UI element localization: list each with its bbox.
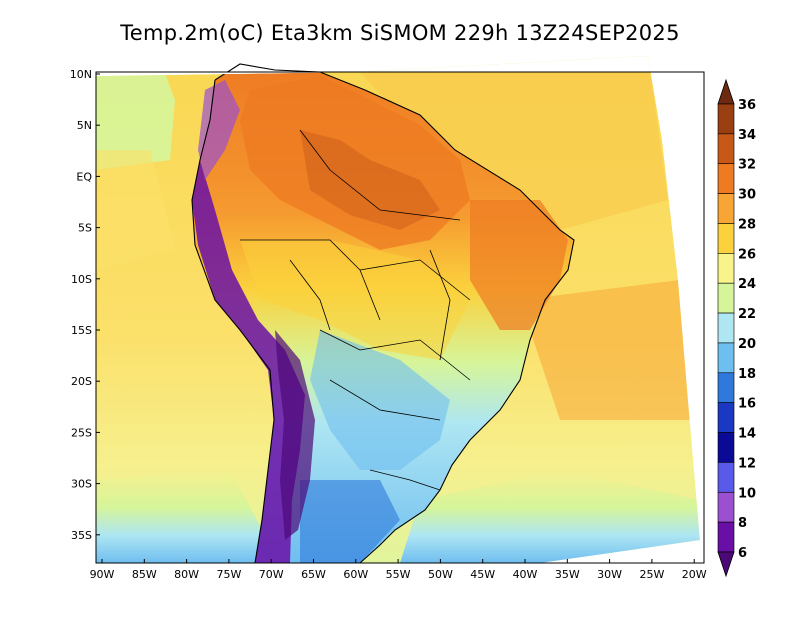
colorbar-level-label: 30 [738,188,756,203]
map-panel: 10N 5N EQ 5S 10S 15S 20S 25S 30S 35S 90W 85W 80W 75W… [70,56,707,581]
lon-tick-label: 80W [174,568,199,581]
high-andes-coldest [275,330,315,540]
pampas-cold-region [300,480,400,563]
colorbar-level-label: 28 [738,217,756,232]
coastline-west [191,79,275,564]
colorbar-bin [717,163,735,194]
lon-tick-label: 90W [90,568,115,581]
colorbar-bin [717,103,735,135]
colorbar-level-label: 24 [738,277,756,292]
south-atlantic-cool [400,470,700,563]
lat-tick-label: 20S [71,375,92,388]
lon-tick-label: 65W [301,568,326,581]
lat-tick-label: 35S [71,529,92,542]
colorbar-top-arrow [717,78,735,105]
colorbar-bin [717,223,735,254]
colorbar-bin [717,342,735,374]
colorbar-bin [717,432,735,463]
colorbar-bin [717,462,735,493]
lat-tick-label: 10N [70,68,92,81]
lat-tick-label: 10S [71,273,92,286]
coastline-east [214,63,575,564]
map-title: Temp.2m(oC) Eta3km SiSMOM 229h 13Z24SEP2… [119,21,680,45]
lon-tick-label: 70W [259,568,284,581]
colorbar-level-label: 8 [738,516,747,531]
lon-tick-label: 60W [343,568,368,581]
andes-cold-strip [192,160,305,563]
colorbar-bin [717,372,735,403]
lon-tick-label: 85W [132,568,157,581]
south-cool-region [310,330,450,470]
lon-tick-label: 35W [555,568,580,581]
colorbar-bin [717,253,735,284]
colorbar-bin [717,133,735,165]
lat-tick-label: 5N [77,119,92,132]
colorbar-level-label: 34 [738,128,756,143]
longitude-axis: 90W 85W 80W 75W 70W 65W 60W 55W 50W 45W 40W 35W 30W 2… [90,559,707,581]
lat-tick-label: 25S [71,426,92,439]
atlantic-warm-zone-2 [520,280,690,420]
south-pacific-cool [96,470,280,563]
colorbar: 36 34 32 30 28 26 24 22 20 18 16 14 12 10 8 6 [717,78,756,578]
temperature-field [96,56,700,563]
pacific-warm-zone [96,150,175,270]
lon-tick-label: 25W [639,568,664,581]
colorbar-level-label: 32 [738,158,756,173]
amazon-hot-region [240,76,470,250]
pacific-cool-zone [96,60,175,170]
colorbar-level-label: 16 [738,397,756,412]
map-frame [95,71,705,564]
lon-tick-label: 75W [216,568,241,581]
colorbar-bin [717,402,735,433]
lon-tick-label: 20W [682,568,707,581]
lon-tick-label: 30W [597,568,622,581]
lon-tick-label: 50W [428,568,453,581]
colorbar-bin [717,312,735,344]
lon-tick-label: 40W [513,568,538,581]
colorbar-level-label: 22 [738,307,756,322]
country-state-borders [240,129,471,491]
colorbar-bin [717,521,735,553]
colorbar-level-label: 12 [738,456,756,471]
lon-tick-label: 55W [386,568,411,581]
colorbar-level-label: 20 [738,337,756,352]
lat-tick-label: EQ [76,170,92,183]
lat-tick-label: 5S [78,222,92,235]
lon-tick-label: 45W [470,568,495,581]
atlantic-warm-zone [360,56,668,230]
amazon-hotter-region [300,130,440,230]
latitude-axis: 10N 5N EQ 5S 10S 15S 20S 25S 30S 35S [70,68,100,542]
colorbar-bottom-arrow [717,551,735,578]
lat-tick-label: 30S [71,478,92,491]
colorbar-bin [717,193,735,224]
colorbar-level-label: 26 [738,247,756,262]
colorbar-level-label: 6 [738,546,747,561]
colorbar-bin [717,282,735,314]
colorbar-level-label: 18 [738,367,756,382]
northern-andes-cold [198,80,240,180]
colorbar-level-label: 10 [738,486,756,501]
colorbar-level-label: 14 [738,427,756,442]
colorbar-bin [717,491,735,523]
colorbar-level-label: 36 [738,98,756,113]
northeast-hot-region [470,200,568,330]
lat-tick-label: 15S [71,324,92,337]
